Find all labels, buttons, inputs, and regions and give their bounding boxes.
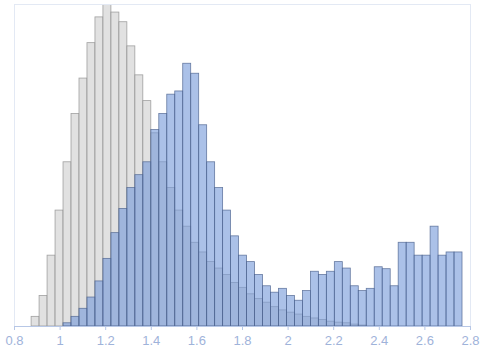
svg-text:1.4: 1.4 xyxy=(142,333,160,348)
svg-text:1.2: 1.2 xyxy=(97,333,115,348)
svg-text:2.6: 2.6 xyxy=(416,333,434,348)
svg-text:1: 1 xyxy=(56,333,63,348)
svg-text:1.8: 1.8 xyxy=(233,333,251,348)
svg-text:2.2: 2.2 xyxy=(325,333,343,348)
svg-text:0.8: 0.8 xyxy=(5,333,23,348)
svg-text:2.4: 2.4 xyxy=(370,333,388,348)
svg-text:2.8: 2.8 xyxy=(461,333,479,348)
svg-text:1.6: 1.6 xyxy=(188,333,206,348)
svg-text:2: 2 xyxy=(284,333,291,348)
